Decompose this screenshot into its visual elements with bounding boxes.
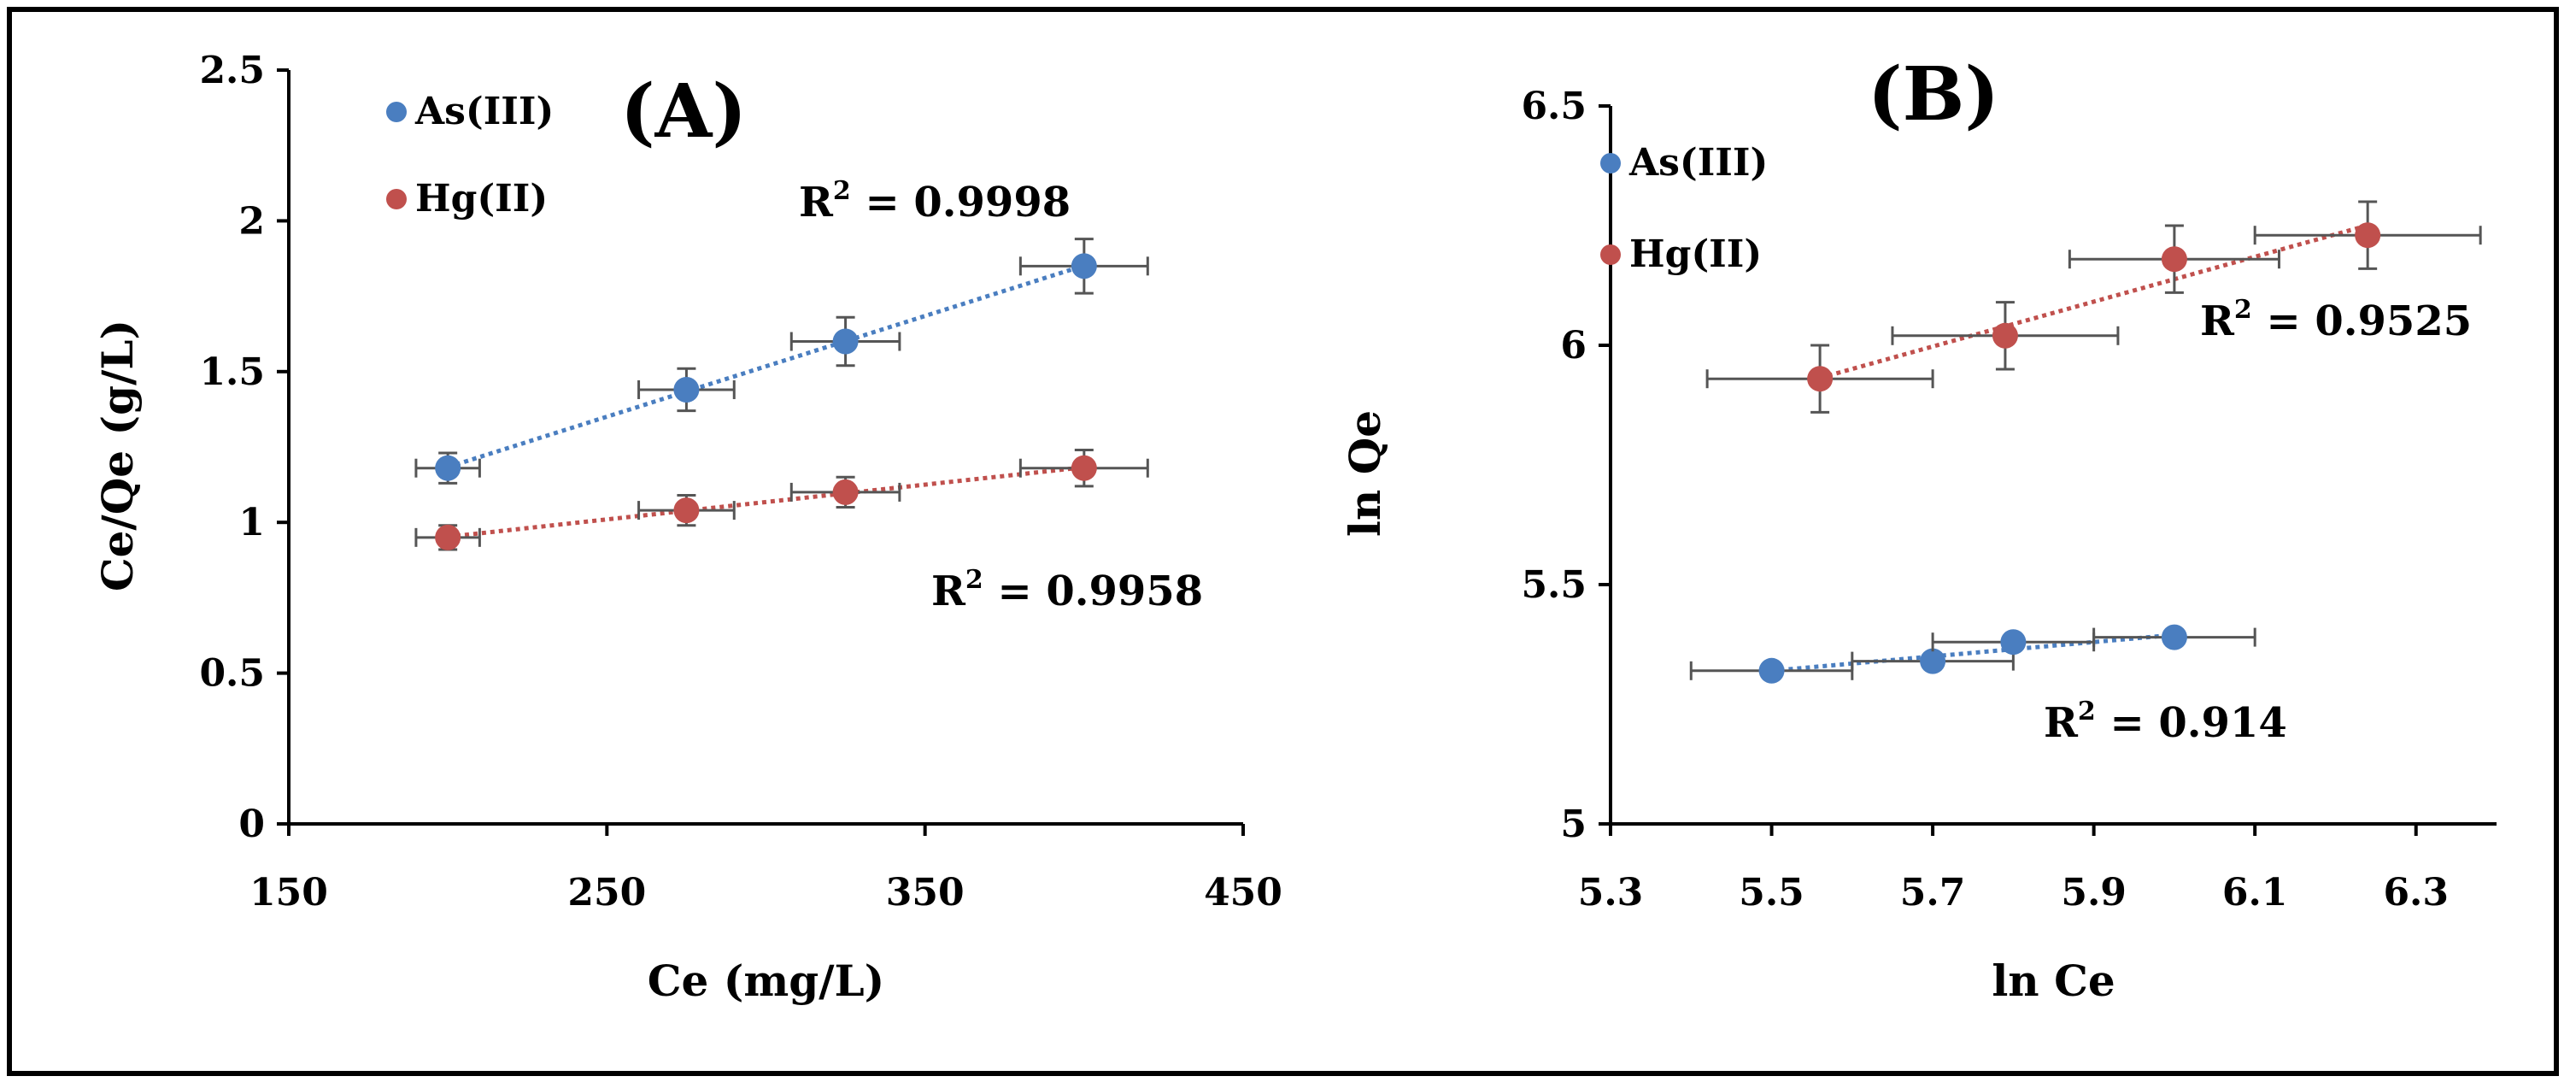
legend-marker bbox=[386, 189, 407, 209]
x-tick-label: 350 bbox=[886, 871, 965, 915]
trendline bbox=[447, 465, 1085, 539]
data-point bbox=[832, 479, 859, 505]
r2-annotation: R2 = 0.9525 bbox=[2200, 295, 2472, 345]
x-tick-label: 5.9 bbox=[2061, 871, 2127, 915]
data-point bbox=[1071, 253, 1097, 279]
data-point bbox=[2000, 629, 2027, 656]
panel-title: (B) bbox=[1868, 51, 1999, 138]
r2-superscript: 2 bbox=[2234, 295, 2252, 325]
r2-value: = 0.9958 bbox=[983, 568, 1203, 615]
y-tick-label: 2.5 bbox=[199, 49, 265, 92]
y-tick-label: 1.5 bbox=[199, 350, 265, 394]
y-axis-label: ln Qe bbox=[1340, 410, 1390, 537]
panel-a: 0 0.5 1 1.5 2 2.5 150 250 350 450 Ce (mg/L) Ce/Qe (… bbox=[92, 49, 1282, 1006]
y-tick-label: 0 bbox=[238, 803, 265, 846]
x-tick-label: 250 bbox=[567, 871, 646, 915]
y-tick-label: 1 bbox=[238, 501, 265, 544]
y-tick-label: 6.5 bbox=[1521, 85, 1587, 128]
x-tick-label: 5.3 bbox=[1578, 871, 1644, 915]
series-asiii bbox=[1689, 624, 2256, 684]
data-point bbox=[832, 328, 859, 355]
trendline bbox=[447, 263, 1085, 469]
y-tick-label: 6 bbox=[1560, 324, 1587, 368]
data-point bbox=[1758, 657, 1785, 684]
data-point bbox=[435, 455, 461, 481]
legend-label: As(III) bbox=[1628, 141, 1768, 185]
panel-title: (A) bbox=[620, 68, 747, 155]
r2-superscript: 2 bbox=[2078, 697, 2096, 726]
x-tick-label: 150 bbox=[249, 871, 328, 915]
x-tick-label: 450 bbox=[1204, 871, 1282, 915]
x-axis-label: ln Ce bbox=[1992, 956, 2115, 1006]
r2-annotation: R2 = 0.9998 bbox=[799, 176, 1071, 226]
y-tick-label: 0.5 bbox=[199, 652, 265, 696]
trendline bbox=[1771, 632, 2175, 673]
figure-frame bbox=[7, 7, 2559, 1076]
data-point bbox=[1807, 366, 1834, 392]
r2-value: = 0.9525 bbox=[2252, 297, 2472, 345]
y-axis-label: Ce/Qe (g/L) bbox=[92, 320, 143, 591]
r2-prefix: R bbox=[2200, 297, 2235, 345]
data-point bbox=[1992, 322, 2018, 349]
legend-marker bbox=[1600, 244, 1621, 265]
r2-value: = 0.9998 bbox=[851, 179, 1071, 226]
legend-marker bbox=[1600, 153, 1621, 173]
r2-prefix: R bbox=[799, 179, 834, 226]
r2-superscript: 2 bbox=[833, 176, 851, 206]
data-point bbox=[1071, 455, 1097, 481]
data-point bbox=[673, 376, 700, 403]
legend-label: Hg(II) bbox=[1629, 232, 1762, 276]
data-point bbox=[2355, 222, 2381, 249]
x-tick-label: 6.1 bbox=[2222, 871, 2288, 915]
y-tick-label: 5 bbox=[1560, 803, 1587, 846]
data-point bbox=[2161, 624, 2187, 650]
legend-marker bbox=[386, 102, 407, 122]
trendline bbox=[1819, 223, 2368, 380]
r2-superscript: 2 bbox=[965, 565, 983, 595]
data-point bbox=[2161, 246, 2187, 273]
x-axis-label: Ce (mg/L) bbox=[648, 956, 885, 1006]
r2-prefix: R bbox=[931, 568, 966, 615]
data-point bbox=[1920, 648, 1946, 674]
r2-prefix: R bbox=[2044, 699, 2079, 747]
data-point bbox=[673, 497, 700, 524]
series-hgii bbox=[414, 449, 1149, 551]
r2-annotation: R2 = 0.9958 bbox=[931, 565, 1203, 615]
legend-label: As(III) bbox=[414, 90, 554, 133]
y-tick-label: 5.5 bbox=[1521, 563, 1587, 607]
x-tick-label: 6.3 bbox=[2383, 871, 2449, 915]
x-tick-label: 5.7 bbox=[1900, 871, 1966, 915]
r2-annotation: R2 = 0.914 bbox=[2044, 697, 2287, 747]
panel-b: 5 5.5 6 6.5 5.3 5.5 5.7 5.9 6.1 6.3 ln Ce ln Qe (B) A… bbox=[1340, 51, 2497, 1006]
r2-value: = 0.914 bbox=[2096, 699, 2287, 747]
x-tick-label: 5.5 bbox=[1739, 871, 1804, 915]
series-asiii bbox=[414, 238, 1149, 485]
legend-label: Hg(II) bbox=[415, 177, 548, 221]
series-hgii bbox=[1705, 200, 2482, 414]
data-point bbox=[435, 524, 461, 550]
y-tick-label: 2 bbox=[238, 199, 265, 243]
